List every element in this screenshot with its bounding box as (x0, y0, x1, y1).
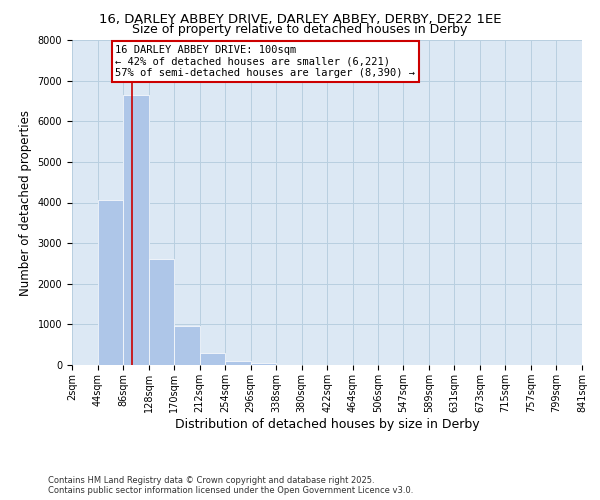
Bar (123, 95, 149, 365)
Y-axis label: Number of detached properties: Number of detached properties (19, 110, 32, 296)
Bar (174, 326, 200, 365)
Bar (251, 363, 276, 365)
Text: Contains HM Land Registry data © Crown copyright and database right 2025.
Contai: Contains HM Land Registry data © Crown c… (48, 476, 413, 495)
Bar (98, 200, 123, 365)
Text: 16 DARLEY ABBEY DRIVE: 100sqm
← 42% of detached houses are smaller (6,221)
57% o: 16 DARLEY ABBEY DRIVE: 100sqm ← 42% of d… (115, 45, 415, 78)
Bar (225, 360, 251, 365)
Text: 16, DARLEY ABBEY DRIVE, DARLEY ABBEY, DERBY, DE22 1EE: 16, DARLEY ABBEY DRIVE, DARLEY ABBEY, DE… (99, 12, 501, 26)
X-axis label: Distribution of detached houses by size in Derby: Distribution of detached houses by size … (175, 418, 479, 430)
Bar (149, 260, 174, 365)
Bar (200, 353, 225, 365)
Text: Size of property relative to detached houses in Derby: Size of property relative to detached ho… (133, 22, 467, 36)
